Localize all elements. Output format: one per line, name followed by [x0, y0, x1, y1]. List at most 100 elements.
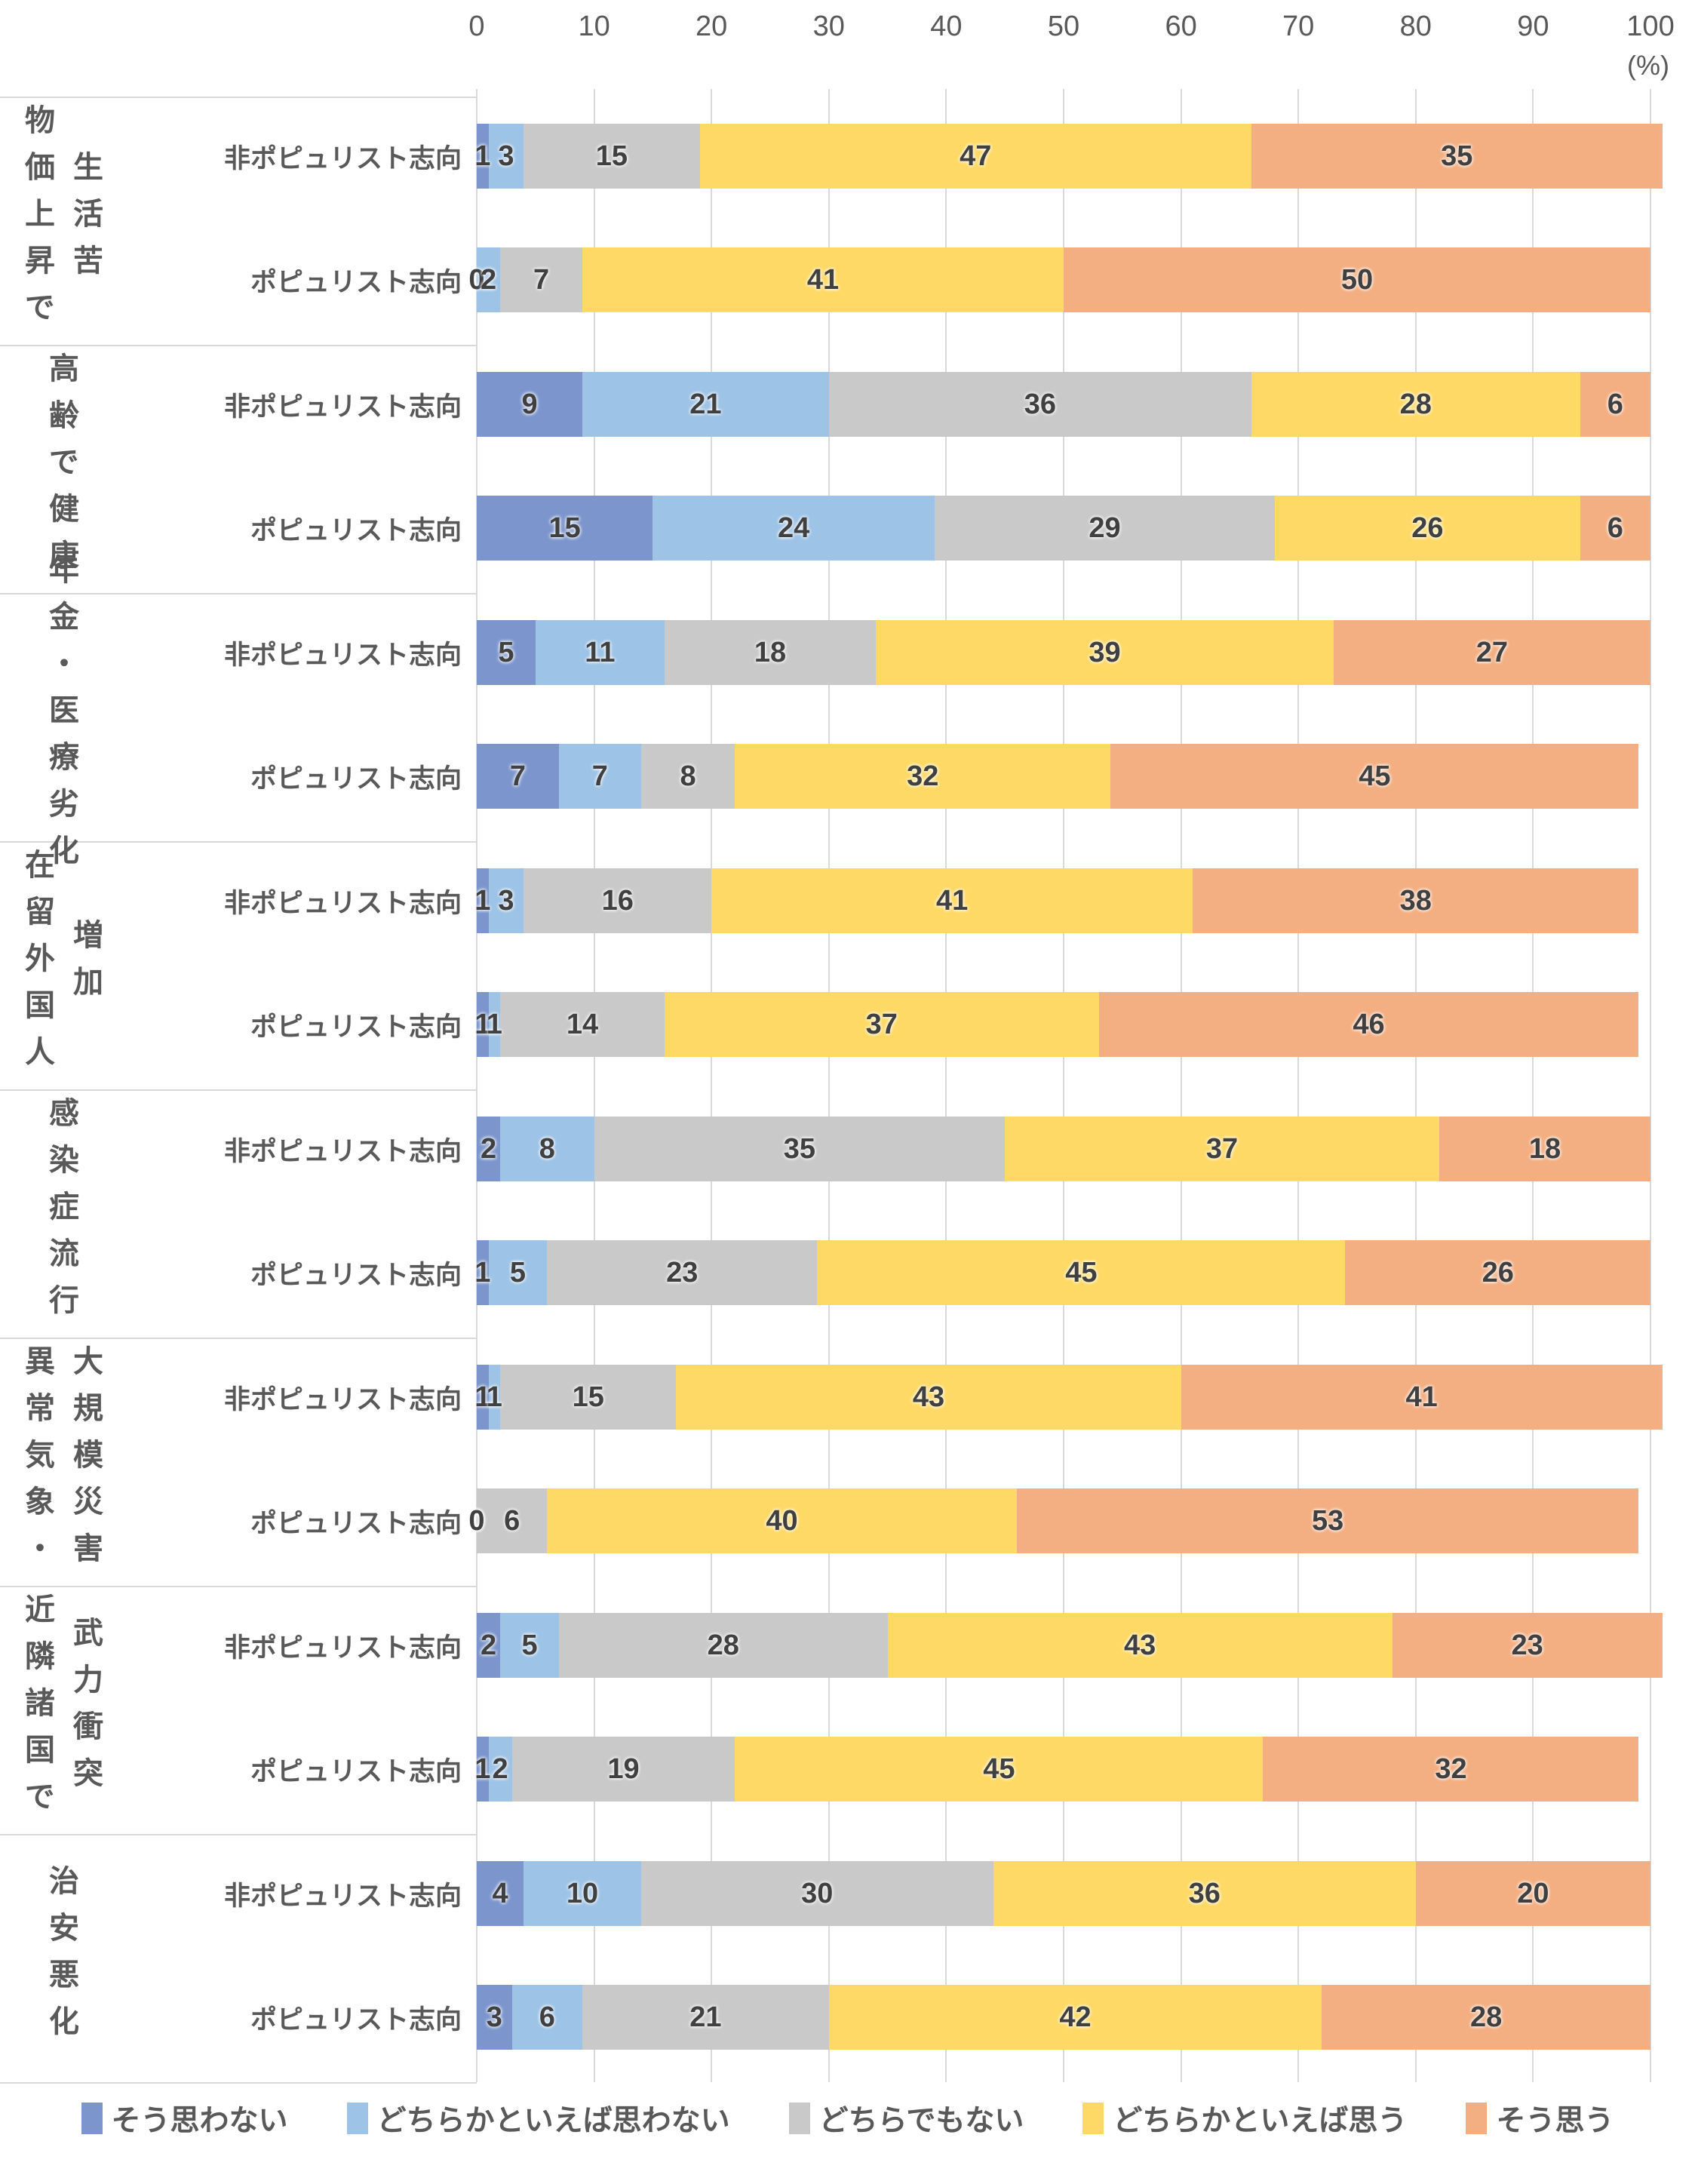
category-label-line: 増加: [69, 918, 102, 1012]
bar-segment: [477, 247, 501, 312]
legend-swatch: [788, 2103, 810, 2134]
bar-segment: [477, 868, 489, 933]
chart-group: 高齢で健康 非ポピュリスト志向 9 21 36 28 6 ポピュリスト志向 15 24 29 26 6: [0, 345, 1695, 593]
row-label: ポピュリスト志向: [250, 515, 462, 545]
bar: [477, 1365, 1663, 1430]
gridline: [593, 89, 595, 2082]
category-label: 物価上昇で 生活苦: [5, 97, 118, 345]
bar-segment: [488, 1365, 501, 1430]
row-label: 非ポピュリスト志向: [223, 1633, 462, 1663]
bar-segment: [1345, 1240, 1650, 1305]
bar: [477, 1117, 1650, 1181]
legend-label: そう思わない: [111, 2105, 288, 2137]
legend: そう思わない どちらかといえば思わない どちらでもない どちらかといえば思う そう思う: [0, 2097, 1695, 2139]
bar-segment: [547, 1488, 1017, 1553]
bar-segment: [477, 1861, 524, 1926]
row-label: 非ポピュリスト志向: [223, 1136, 462, 1166]
bar-segment: [488, 868, 524, 933]
gridline: [1414, 89, 1417, 2082]
gridline: [1297, 89, 1300, 2082]
category-label-line: 生活苦: [69, 150, 102, 291]
x-tick-label: 40: [930, 11, 963, 42]
bar-segment: [477, 1240, 489, 1305]
bar-segment: [1415, 1861, 1650, 1926]
gridline: [476, 89, 477, 2082]
bar-segment: [1251, 372, 1580, 437]
bar: [477, 1737, 1650, 1802]
row-label: 非ポピュリスト志向: [223, 392, 462, 422]
category-label-line: 年金・医療劣化: [45, 553, 78, 881]
bar-segment: [735, 744, 1111, 809]
bar: [477, 1861, 1650, 1926]
category-label-line: 感染症流行: [45, 1096, 78, 1331]
category-label-line: 武力衝突: [69, 1616, 102, 1804]
row-label: ポピュリスト志向: [250, 1260, 462, 1290]
bar-segment: [817, 1240, 1346, 1305]
row-label: ポピュリスト志向: [250, 763, 462, 794]
x-tick-label: 10: [578, 11, 610, 42]
bar-segment: [1392, 1613, 1663, 1678]
bar-segment: [488, 992, 501, 1057]
bar-segment: [711, 868, 1193, 933]
gridline: [1063, 89, 1064, 2082]
bar-segment: [594, 1117, 1006, 1181]
group-separator-line: [0, 841, 477, 843]
bar: [477, 247, 1650, 312]
row-label: ポピュリスト志向: [250, 2004, 462, 2035]
bar: [477, 1240, 1650, 1305]
chart-group: 異常気象・ 大規模災害 非ポピュリスト志向 1 1 15 43 41 ポピュリスト志向 0 0 6 40…: [0, 1338, 1695, 1586]
legend-label: どちらかといえば思わない: [376, 2105, 730, 2137]
chart-group: 近隣諸国で 武力衝突 非ポピュリスト志向 2 5 28 43 23 ポピュリスト志向 1 2 19 45…: [0, 1586, 1695, 1834]
bar-segment: [477, 124, 489, 189]
group-separator-line: [0, 345, 477, 346]
row-label: ポピュリスト志向: [250, 1508, 462, 1538]
bar-segment: [488, 1737, 512, 1802]
bar-segment: [828, 1985, 1322, 2050]
bar-segment: [876, 620, 1334, 685]
bar-segment: [1275, 496, 1580, 561]
legend-label: どちらかといえば思う: [1113, 2105, 1408, 2137]
bar: [477, 744, 1650, 809]
group-separator-line: [0, 1089, 477, 1091]
category-label: 高齢で健康: [5, 345, 118, 593]
bar-segment: [511, 1985, 583, 2050]
bar-segment: [524, 124, 700, 189]
bar-segment: [735, 1737, 1264, 1802]
category-label-line: 物価上昇で: [20, 103, 54, 338]
bar: [477, 372, 1650, 437]
chart-group: 感染症流行 非ポピュリスト志向 2 8 35 37 18 ポピュリスト志向 1 5 23 45 26: [0, 1089, 1695, 1338]
bar-segment: [934, 496, 1276, 561]
row-label: ポピュリスト志向: [250, 1756, 462, 1786]
bar-segment: [500, 1365, 677, 1430]
bar-segment: [511, 1737, 735, 1802]
chart-group: 在留外国人 増加 非ポピュリスト志向 1 3 16 41 38 ポピュリスト志向 1 1 14 37 46: [0, 841, 1695, 1089]
category-label: 年金・医療劣化: [5, 554, 118, 881]
row-label: 非ポピュリスト志向: [223, 1384, 462, 1415]
bar: [477, 1985, 1650, 2050]
bar-segment: [1439, 1117, 1650, 1181]
bar-segment: [500, 247, 583, 312]
category-label-line: 近隣諸国で: [20, 1593, 54, 1827]
bar-segment: [640, 1861, 993, 1926]
category-label-line: 高齢で健康: [45, 352, 78, 586]
row-label: 非ポピュリスト志向: [223, 1881, 462, 1911]
bar-segment: [488, 124, 524, 189]
bar-segment: [1263, 1737, 1639, 1802]
bar: [477, 992, 1650, 1057]
chart-group: 治安悪化 非ポピュリスト志向 4 10 30 36 20 ポピュリスト志向 3 6 21 42 28: [0, 1834, 1695, 2082]
bar-segment: [653, 496, 935, 561]
legend-item: そう思う: [1466, 2097, 1614, 2139]
category-label-line: 異常気象・: [20, 1344, 54, 1579]
row-label: 非ポピュリスト志向: [223, 888, 462, 918]
x-tick-label: 50: [1047, 11, 1080, 42]
bar-segment: [558, 1613, 888, 1678]
legend-swatch: [81, 2103, 103, 2134]
legend-item: そう思わない: [81, 2097, 288, 2139]
bar-segment: [488, 1240, 548, 1305]
x-tick-label: 60: [1165, 11, 1197, 42]
bar: [477, 1488, 1650, 1553]
bar-segment: [477, 1117, 501, 1181]
category-label-line: 在留外国人: [20, 848, 54, 1083]
bar-segment: [477, 1613, 501, 1678]
x-tick-label: 30: [812, 11, 845, 42]
